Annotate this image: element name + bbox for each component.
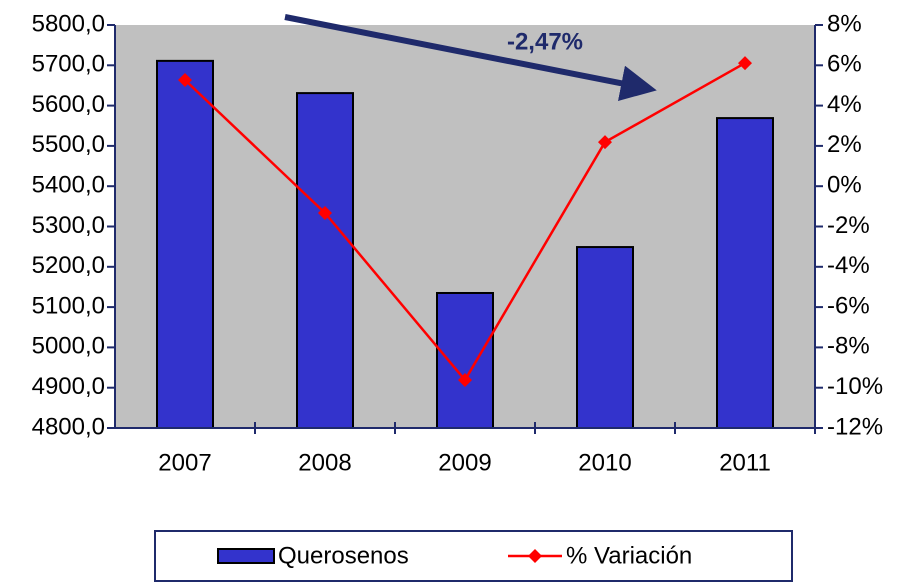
- bar: [296, 92, 354, 430]
- legend-swatch: [217, 548, 275, 564]
- y-tick-label: 5600,0: [32, 91, 105, 118]
- legend-label: Querosenos: [278, 542, 409, 569]
- marker: [458, 373, 472, 388]
- bar: [716, 117, 774, 430]
- y2-tick-label: 8%: [827, 10, 862, 37]
- x-tick-label: 2007: [158, 449, 211, 476]
- y-tick-label: 5800,0: [32, 10, 105, 37]
- y2-tick-label: -6%: [827, 292, 870, 319]
- marker: [178, 73, 192, 88]
- legend-swatch: [528, 549, 542, 563]
- y2-tick-label: -2%: [827, 212, 870, 239]
- y-tick-label: 5400,0: [32, 172, 105, 199]
- y-tick-label: 5200,0: [32, 252, 105, 279]
- y2-tick-label: 4%: [827, 91, 862, 118]
- y2-tick-label: -12%: [827, 413, 883, 440]
- x-tick-label: 2010: [578, 449, 631, 476]
- y-tick-label: 5100,0: [32, 292, 105, 319]
- y-tick-label: 4900,0: [32, 373, 105, 400]
- y2-tick-label: 0%: [827, 172, 862, 199]
- y2-tick-label: -4%: [827, 252, 870, 279]
- legend-label: % Variación: [566, 542, 692, 569]
- y-tick-label: 5000,0: [32, 333, 105, 360]
- y2-tick-label: -10%: [827, 373, 883, 400]
- bar: [436, 291, 494, 429]
- marker: [738, 56, 752, 71]
- y-tick-label: 5700,0: [32, 51, 105, 78]
- annotation: -2,47%: [507, 28, 583, 55]
- y2-tick-label: -8%: [827, 333, 870, 360]
- y-tick-label: 5500,0: [32, 131, 105, 158]
- y2-tick-label: 2%: [827, 131, 862, 158]
- marker: [598, 135, 612, 150]
- y-tick-label: 5300,0: [32, 212, 105, 239]
- x-tick-label: 2008: [298, 449, 351, 476]
- bar: [156, 59, 214, 429]
- y2-tick-label: 6%: [827, 51, 862, 78]
- y-tick-label: 4800,0: [32, 413, 105, 440]
- marker: [318, 205, 332, 220]
- x-tick-label: 2009: [438, 449, 491, 476]
- bar: [576, 246, 634, 429]
- x-tick-label: 2011: [719, 449, 771, 476]
- trend-arrow: [284, 14, 657, 102]
